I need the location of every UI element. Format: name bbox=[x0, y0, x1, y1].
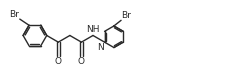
Text: Br: Br bbox=[9, 10, 19, 19]
Text: O: O bbox=[78, 57, 85, 66]
Text: Br: Br bbox=[122, 11, 131, 20]
Text: O: O bbox=[55, 57, 62, 66]
Text: NH: NH bbox=[86, 25, 100, 34]
Text: N: N bbox=[97, 43, 104, 52]
